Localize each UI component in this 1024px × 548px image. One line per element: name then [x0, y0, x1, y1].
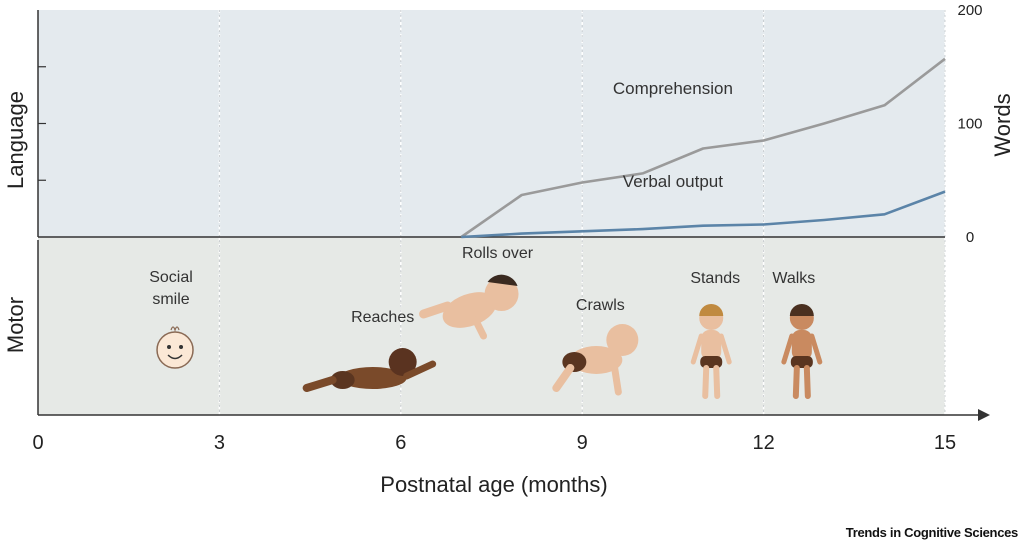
x-tick-label-12: 12	[752, 432, 774, 454]
standing-baby-left-leg	[702, 365, 710, 399]
crawling-baby-head	[606, 324, 639, 356]
milestone-label-rolls-over: Rolls over	[462, 245, 534, 262]
milestone-stands: Stands	[690, 270, 740, 399]
rolling-baby-hair	[487, 274, 518, 286]
milestone-label-line: Stands	[690, 270, 740, 287]
baby-walking-figure	[781, 304, 823, 399]
reaching-baby-head	[388, 348, 417, 376]
milestone-label-line: Crawls	[576, 297, 625, 314]
x-axis-title: Postnatal age (months)	[380, 472, 607, 497]
face-icon	[156, 326, 194, 369]
language-left-ticks	[38, 66, 46, 181]
milestone-label-crawls: Crawls	[576, 297, 625, 314]
x-axis-arrowhead	[978, 409, 990, 421]
standing-baby-right-arm	[718, 333, 732, 365]
milestone-label-line: Reaches	[351, 309, 414, 326]
face-smile	[167, 354, 183, 360]
standing-baby-left-arm	[781, 333, 795, 365]
crawling-baby-arm	[610, 362, 622, 396]
words-axis-title: Words	[990, 93, 1015, 156]
milestone-label-line: Social	[149, 269, 193, 286]
words-tick-label-100: 100	[957, 116, 982, 133]
milestone-label-line: smile	[152, 291, 189, 308]
crawling-baby-leg	[552, 364, 575, 392]
reaching-baby-arm	[403, 360, 437, 380]
baby-rolling-figure	[419, 274, 519, 340]
grid-lines	[218, 10, 946, 415]
milestone-crawls: Crawls	[552, 297, 639, 396]
face-outline	[156, 331, 194, 369]
words-tick-label-200: 200	[957, 2, 982, 19]
milestone-label-stands: Stands	[690, 270, 740, 287]
series-line-verbal-output	[461, 190, 946, 239]
milestone-rolls-over: Rolls over	[419, 245, 534, 340]
face-right-eye	[179, 345, 184, 349]
x-tick-label-9: 9	[577, 432, 588, 454]
x-tick-label-3: 3	[214, 432, 225, 454]
journal-credit: Trends in Cognitive Sciences	[845, 525, 1019, 540]
baby-crawling-figure	[552, 324, 639, 396]
x-axis-ticks: 0 3 6 9 12 15	[32, 432, 956, 454]
face-hair	[170, 326, 180, 332]
rolling-baby-leg	[419, 301, 453, 319]
x-tick-label-15: 15	[934, 432, 956, 454]
standing-baby-right-arm	[809, 333, 823, 365]
standing-baby-torso	[701, 330, 722, 360]
milestone-social-smile: Social smile	[149, 269, 194, 369]
series-layer: Comprehension Verbal output	[460, 57, 946, 239]
motor-axis-title: Motor	[3, 297, 28, 353]
milestone-label-line: Rolls over	[462, 245, 534, 262]
x-tick-label-6: 6	[395, 432, 406, 454]
milestone-walks: Walks	[772, 270, 823, 399]
series-line-comprehension	[460, 57, 946, 239]
series-label-comprehension: Comprehension	[613, 79, 733, 98]
standing-baby-left-leg	[792, 365, 800, 399]
milestone-label-reaches: Reaches	[351, 309, 414, 326]
reaching-baby-body	[338, 367, 407, 389]
standing-baby-torso	[791, 330, 812, 360]
face-left-eye	[167, 345, 172, 349]
milestone-label-walks: Walks	[772, 270, 815, 287]
milestone-reaches: Reaches	[302, 309, 437, 392]
language-axis-title: Language	[3, 91, 28, 189]
standing-baby-diaper	[700, 356, 723, 368]
words-tick-label-0: 0	[966, 229, 974, 246]
x-tick-label-0: 0	[32, 432, 43, 454]
rolling-baby-arm	[472, 316, 488, 340]
words-axis-ticks: 0 100 200	[957, 2, 982, 246]
standing-baby-hair	[699, 304, 724, 316]
language-panel	[38, 10, 945, 237]
series-label-verbal-output: Verbal output	[623, 172, 723, 191]
standing-baby-left-arm	[690, 333, 704, 365]
standing-baby-right-leg	[803, 365, 811, 399]
milestone-label-social-smile: Social smile	[149, 269, 193, 308]
reaching-baby-diaper	[330, 371, 355, 389]
milestone-label-line: Walks	[772, 270, 815, 287]
baby-reaching-figure	[302, 348, 437, 392]
reaching-baby-leg	[302, 376, 337, 392]
standing-baby-hair	[789, 304, 814, 316]
standing-baby-right-leg	[713, 365, 721, 399]
baby-standing-figure	[690, 304, 732, 399]
rolling-baby-body	[442, 292, 497, 328]
milestones-layer: Social smile Reaches Rolls over Crawls Stands…	[149, 245, 823, 399]
standing-baby-diaper	[790, 356, 813, 368]
rolling-baby-head	[484, 277, 519, 311]
